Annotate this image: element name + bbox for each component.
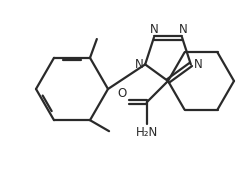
Text: N: N: [179, 23, 187, 36]
Text: O: O: [117, 87, 127, 100]
Text: N: N: [134, 58, 143, 71]
Text: N: N: [149, 23, 158, 36]
Text: H₂N: H₂N: [136, 126, 158, 139]
Text: N: N: [194, 58, 203, 71]
